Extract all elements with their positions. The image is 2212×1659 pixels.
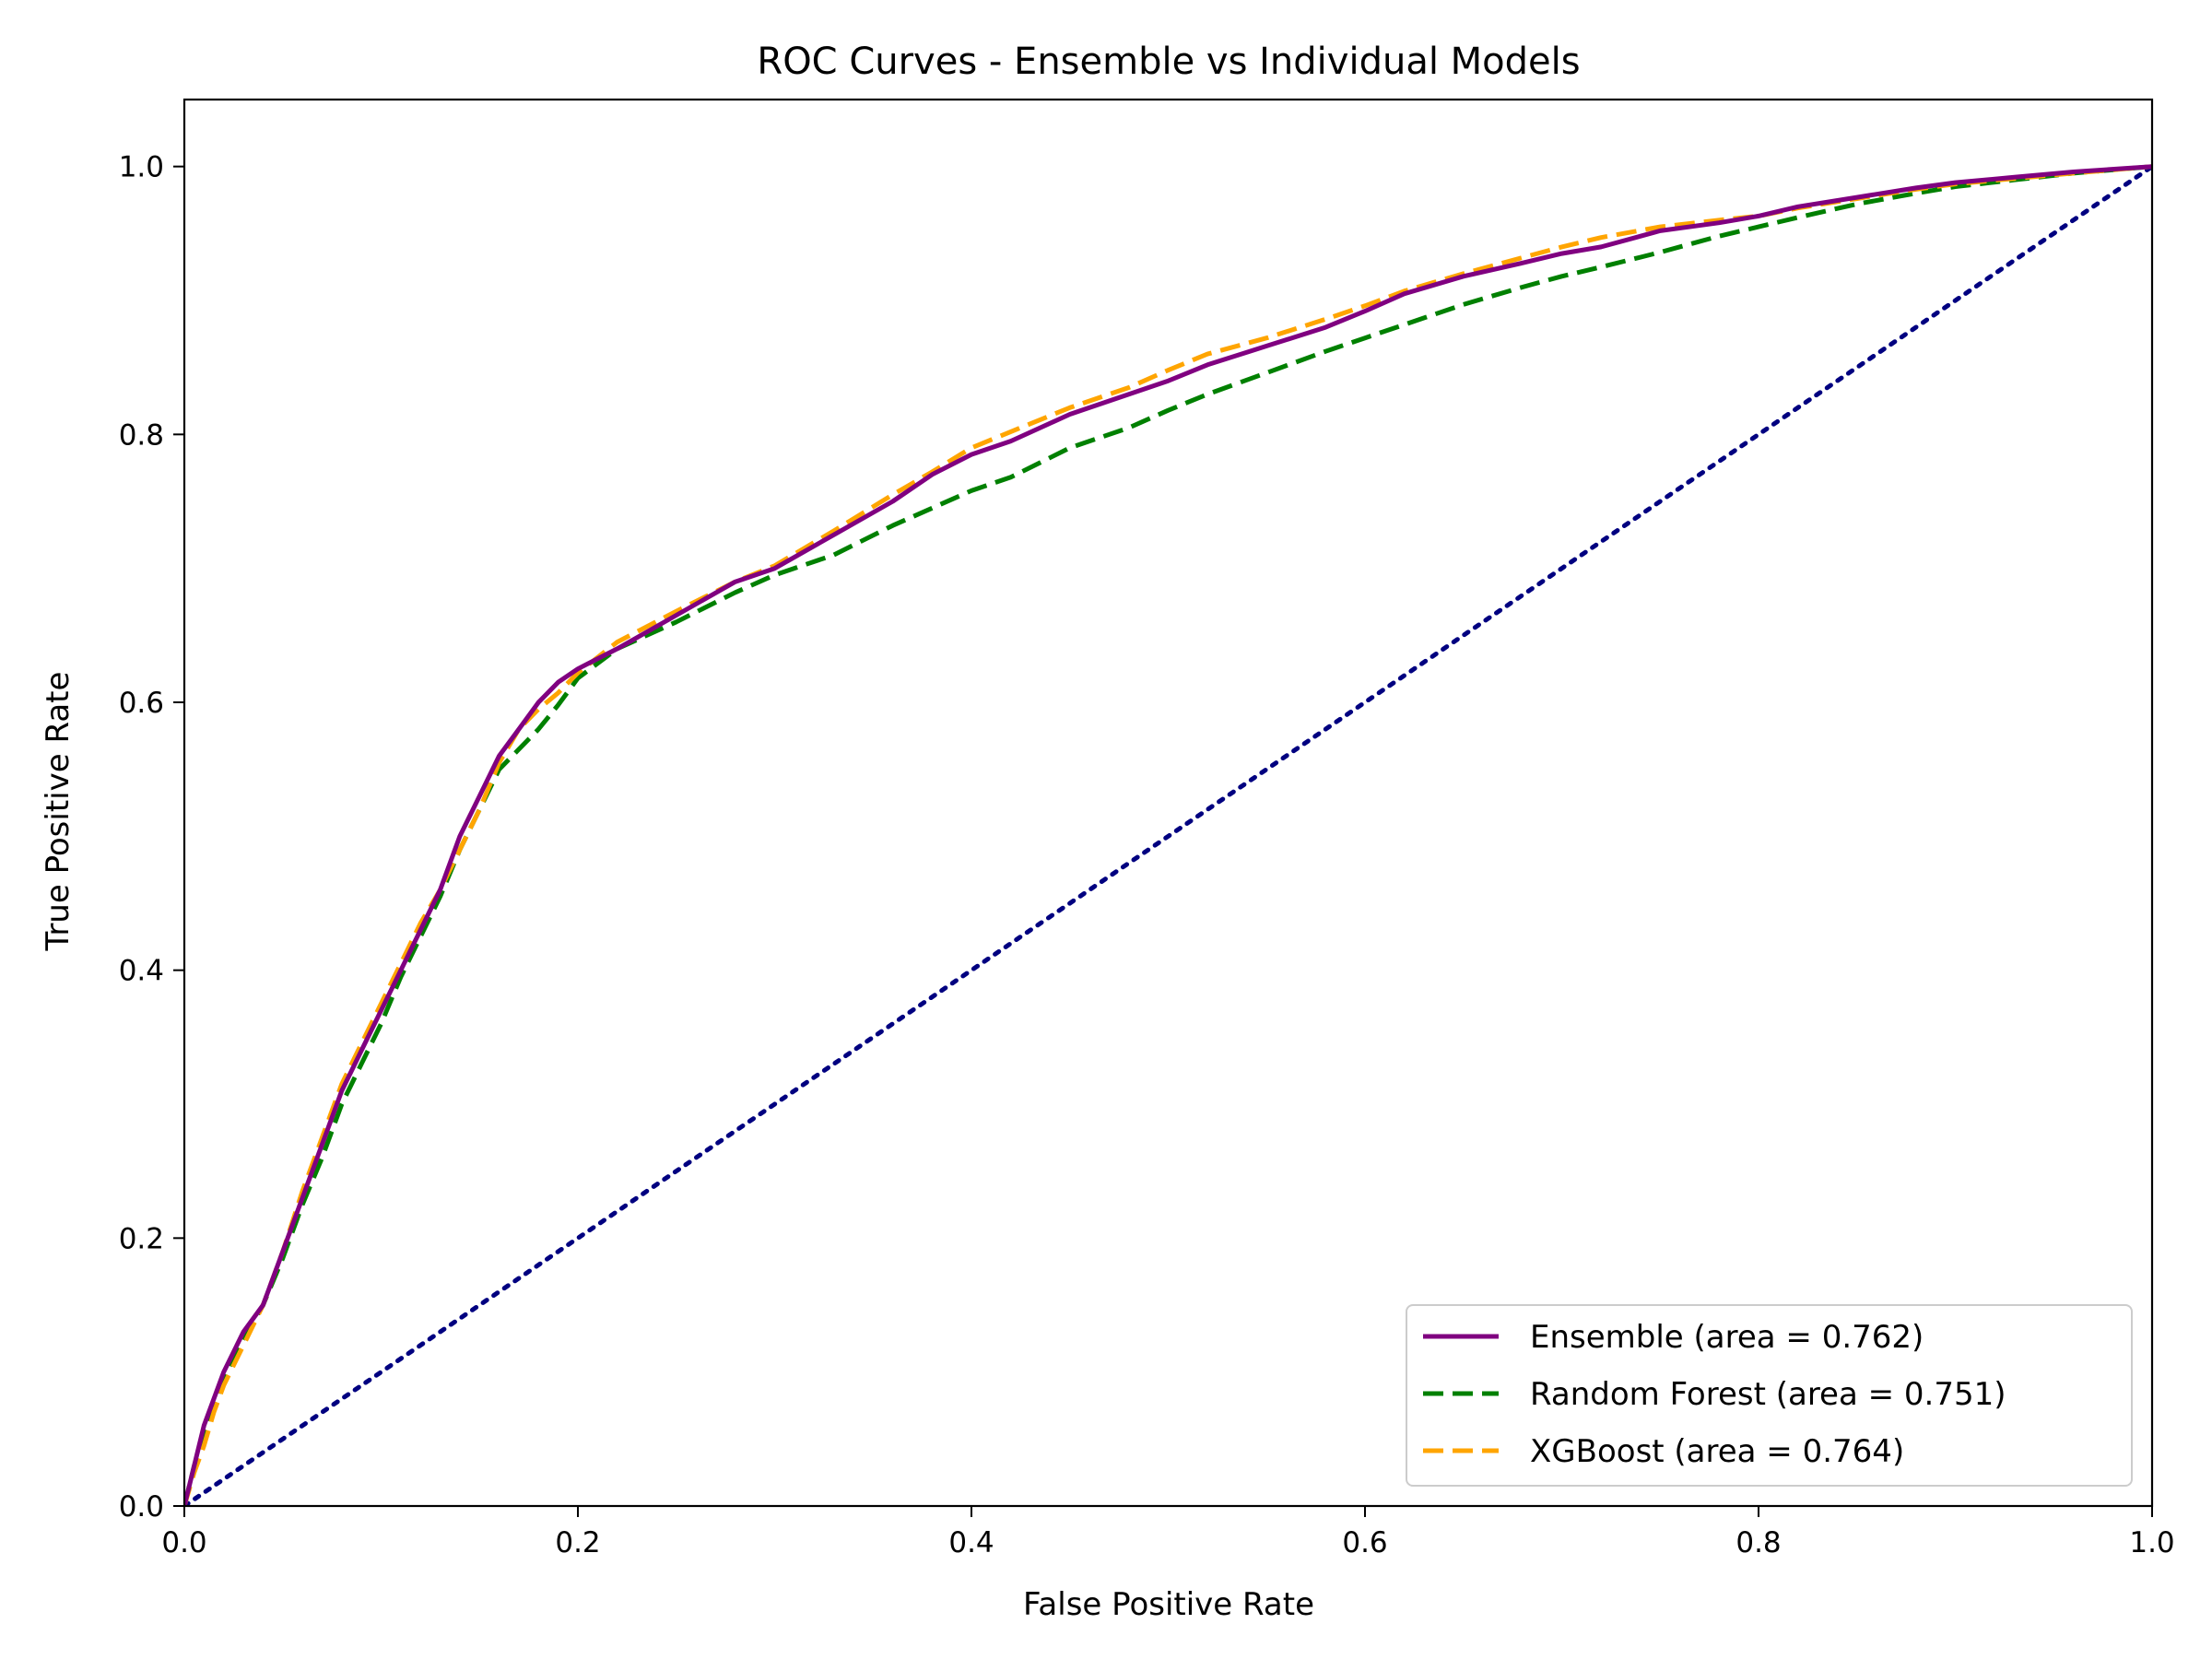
legend-label: Random Forest (area = 0.751) bbox=[1530, 1376, 2006, 1413]
y-axis-label: True Positive Rate bbox=[40, 672, 76, 952]
legend: Ensemble (area = 0.762) Random Forest (ar… bbox=[1406, 1304, 2133, 1487]
legend-label: Ensemble (area = 0.762) bbox=[1530, 1319, 1924, 1356]
legend-label: XGBoost (area = 0.764) bbox=[1530, 1433, 1904, 1470]
y-tick-label: 0.4 bbox=[119, 955, 164, 988]
x-tick-label: 0.2 bbox=[555, 1526, 600, 1559]
x-tick-label: 0.6 bbox=[1342, 1526, 1387, 1559]
axes-frame bbox=[182, 98, 2154, 1508]
y-tick-label: 0.2 bbox=[119, 1222, 164, 1255]
y-tick-label: 1.0 bbox=[119, 151, 164, 184]
series-line-random bbox=[184, 164, 2152, 1506]
y-tick-label: 0.6 bbox=[119, 687, 164, 720]
x-tick-label: 0.0 bbox=[161, 1526, 206, 1559]
plot-area: 0.0 0.2 0.4 0.6 0.8 1.0 0.0 0.2 0.4 0.6 0.8 1.0 bbox=[119, 98, 2175, 1559]
y-tick-label: 0.0 bbox=[119, 1490, 164, 1524]
x-tick-label: 0.8 bbox=[1735, 1526, 1781, 1559]
chance-line bbox=[184, 164, 2152, 1506]
x-tick-label: 1.0 bbox=[2129, 1526, 2174, 1559]
series-group bbox=[184, 164, 2152, 1506]
x-tick-label: 0.4 bbox=[948, 1526, 994, 1559]
series-line-xgboost bbox=[184, 164, 2152, 1506]
chart-title: ROC Curves - Ensemble vs Individual Mode… bbox=[757, 41, 1580, 83]
legend-box bbox=[1406, 1304, 2133, 1487]
x-axis-label: False Positive Rate bbox=[1023, 1586, 1314, 1623]
y-tick-label: 0.8 bbox=[119, 418, 164, 452]
series-line-ensemble bbox=[184, 164, 2152, 1506]
